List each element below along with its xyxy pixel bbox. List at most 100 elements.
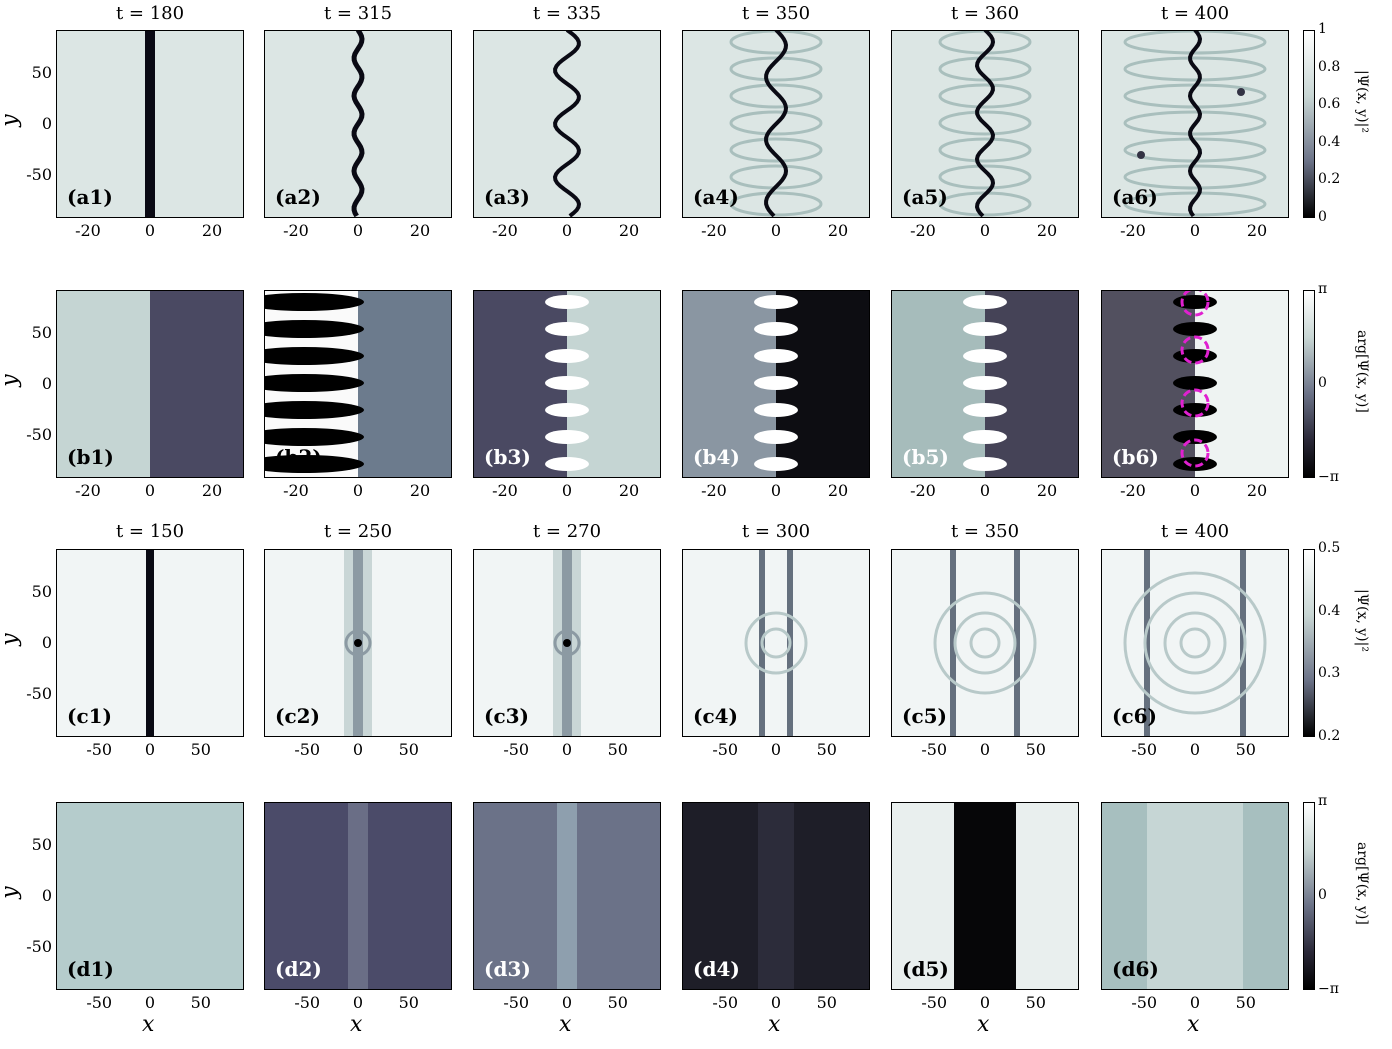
phase-tongue xyxy=(754,295,798,309)
y-axis-label: y xyxy=(0,374,23,387)
heatmap-image xyxy=(892,291,1078,477)
panel-d2: (d2) xyxy=(264,802,452,990)
x-tick-label: -50 xyxy=(921,740,948,759)
vortex-ring xyxy=(729,56,823,82)
x-tick-label: 0 xyxy=(352,993,364,1012)
panel-title: t = 150 xyxy=(115,521,185,542)
x-tick-label: 50 xyxy=(190,993,211,1012)
colorbar-c xyxy=(1303,549,1315,737)
phase-stripe xyxy=(348,803,368,989)
ring xyxy=(344,629,372,657)
panel-label: (a3) xyxy=(484,185,530,209)
colorbar-label: arg[Ψ(x, y)] xyxy=(1354,842,1370,925)
panel-title: t = 300 xyxy=(741,521,811,542)
panel-title: t = 270 xyxy=(532,521,602,542)
panel-title: t = 250 xyxy=(323,521,393,542)
panel-label: (c1) xyxy=(67,704,113,728)
panel-label: (d4) xyxy=(693,957,740,981)
vortex-core xyxy=(563,639,571,647)
panel-label: (b6) xyxy=(1112,445,1159,469)
x-tick-label: 50 xyxy=(1235,993,1256,1012)
panel-label: (d5) xyxy=(902,957,949,981)
x-tick-label: -50 xyxy=(712,740,739,759)
x-tick-label: -20 xyxy=(75,481,101,500)
x-tick-label: -50 xyxy=(1131,740,1158,759)
heatmap-image xyxy=(1102,550,1288,736)
soliton-stripe xyxy=(145,31,155,217)
x-tick-label: 0 xyxy=(561,221,573,240)
ring xyxy=(1179,627,1211,659)
panel-title: t = 400 xyxy=(1160,521,1230,542)
x-tick-label: 50 xyxy=(816,740,837,759)
phase-tongue xyxy=(545,376,589,390)
x-tick-label: 0 xyxy=(1189,481,1201,500)
y-tick-label: -50 xyxy=(26,683,52,703)
soliton-line xyxy=(552,31,582,217)
x-tick-label: 0 xyxy=(144,740,156,759)
colorbar-tick-label: 0.6 xyxy=(1318,96,1341,113)
x-tick-label: -50 xyxy=(294,740,321,759)
phase-tongue xyxy=(1173,457,1217,471)
colorbar-tick-label: π xyxy=(1318,281,1328,297)
panel-b5: (b5) xyxy=(891,290,1079,478)
x-tick-label: 0 xyxy=(1189,993,1201,1012)
ring xyxy=(1163,611,1227,675)
panel-c6: (c6) xyxy=(1101,549,1289,737)
x-tick-label: 0 xyxy=(770,481,782,500)
x-tick-label: -20 xyxy=(492,221,518,240)
x-tick-label: 20 xyxy=(827,221,849,240)
panel-label: (b4) xyxy=(693,445,740,469)
vortex-ring xyxy=(1123,164,1267,190)
panel-label: (b3) xyxy=(484,445,531,469)
phase-tongue xyxy=(265,428,364,446)
heatmap-image xyxy=(265,291,451,477)
y-tick-label: 0 xyxy=(41,633,52,652)
colorbar-b xyxy=(1303,290,1315,478)
y-tick-label: 0 xyxy=(41,114,52,133)
x-axis-label: x xyxy=(977,1012,990,1037)
panel-c1: (c1) xyxy=(56,549,244,737)
vortex-core xyxy=(1237,88,1245,96)
panel-d5: (d5) xyxy=(891,802,1079,990)
vortex-ring xyxy=(938,137,1032,163)
vortex-ring xyxy=(1123,191,1267,217)
panel-label: (c6) xyxy=(1112,704,1158,728)
x-tick-label: 0 xyxy=(770,993,782,1012)
panel-title: t = 350 xyxy=(950,521,1020,542)
panel-label: (c2) xyxy=(275,704,321,728)
phase-tongue xyxy=(545,403,589,417)
ring xyxy=(969,627,1001,659)
x-tick-label: 50 xyxy=(607,993,628,1012)
colorbar-label: |Ψ(x, y)|² xyxy=(1354,70,1370,133)
x-tick-label: 20 xyxy=(1246,481,1268,500)
phase-tongue xyxy=(754,349,798,363)
vortex-ring xyxy=(938,110,1032,136)
x-axis-label: x xyxy=(1187,1012,1200,1037)
y-tick-label: -50 xyxy=(26,164,52,184)
panel-title: t = 360 xyxy=(950,3,1020,24)
x-tick-label: -20 xyxy=(910,481,936,500)
panel-b1: (b1) xyxy=(56,290,244,478)
panel-a1: (a1) xyxy=(56,30,244,218)
vortex-ring xyxy=(729,110,823,136)
phase-tongue xyxy=(754,403,798,417)
phase-tongue xyxy=(1173,349,1217,363)
heatmap-image xyxy=(57,550,243,736)
x-tick-label: -50 xyxy=(503,993,530,1012)
phase-tongue xyxy=(545,322,589,336)
panel-d6: (d6) xyxy=(1101,802,1289,990)
panel-label: (b2) xyxy=(275,445,322,469)
panel-c5: (c5) xyxy=(891,549,1079,737)
heatmap-image xyxy=(265,803,451,989)
soliton-line xyxy=(974,31,996,217)
ring xyxy=(553,629,581,657)
y-axis-label: y xyxy=(0,114,23,127)
x-axis-label: x xyxy=(350,1012,363,1037)
heatmap-image xyxy=(265,31,451,217)
colorbar-label: arg[Ψ(x, y)] xyxy=(1354,330,1370,413)
heatmap-image xyxy=(892,803,1078,989)
x-axis-label: x xyxy=(559,1012,572,1037)
panel-c3: (c3) xyxy=(473,549,661,737)
vortex-ring xyxy=(938,164,1032,190)
soliton-line xyxy=(764,31,789,217)
